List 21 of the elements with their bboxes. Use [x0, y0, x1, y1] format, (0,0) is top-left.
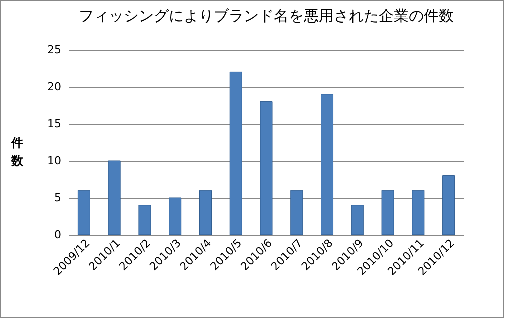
bar [442, 176, 456, 236]
bar [169, 198, 182, 236]
bar [78, 190, 90, 236]
y-axis-title: 件数 [10, 136, 25, 168]
chart-title: フィッシングによりブランド名を悪用された企業の件数 [79, 7, 454, 25]
y-tick-label: 20 [48, 80, 62, 94]
bar [138, 205, 152, 236]
bar [199, 190, 212, 236]
bar [108, 160, 121, 236]
bar [290, 190, 304, 236]
bar [321, 94, 334, 236]
y-tick-label: 10 [48, 154, 62, 168]
bar [260, 102, 273, 236]
bar [412, 190, 425, 236]
bar [351, 205, 364, 236]
y-tick-label: 0 [54, 228, 62, 242]
bar [230, 72, 242, 236]
bar [382, 190, 394, 236]
y-tick-label: 25 [48, 44, 62, 56]
y-tick-label: 15 [48, 118, 62, 130]
y-tick-label: 5 [54, 192, 62, 204]
